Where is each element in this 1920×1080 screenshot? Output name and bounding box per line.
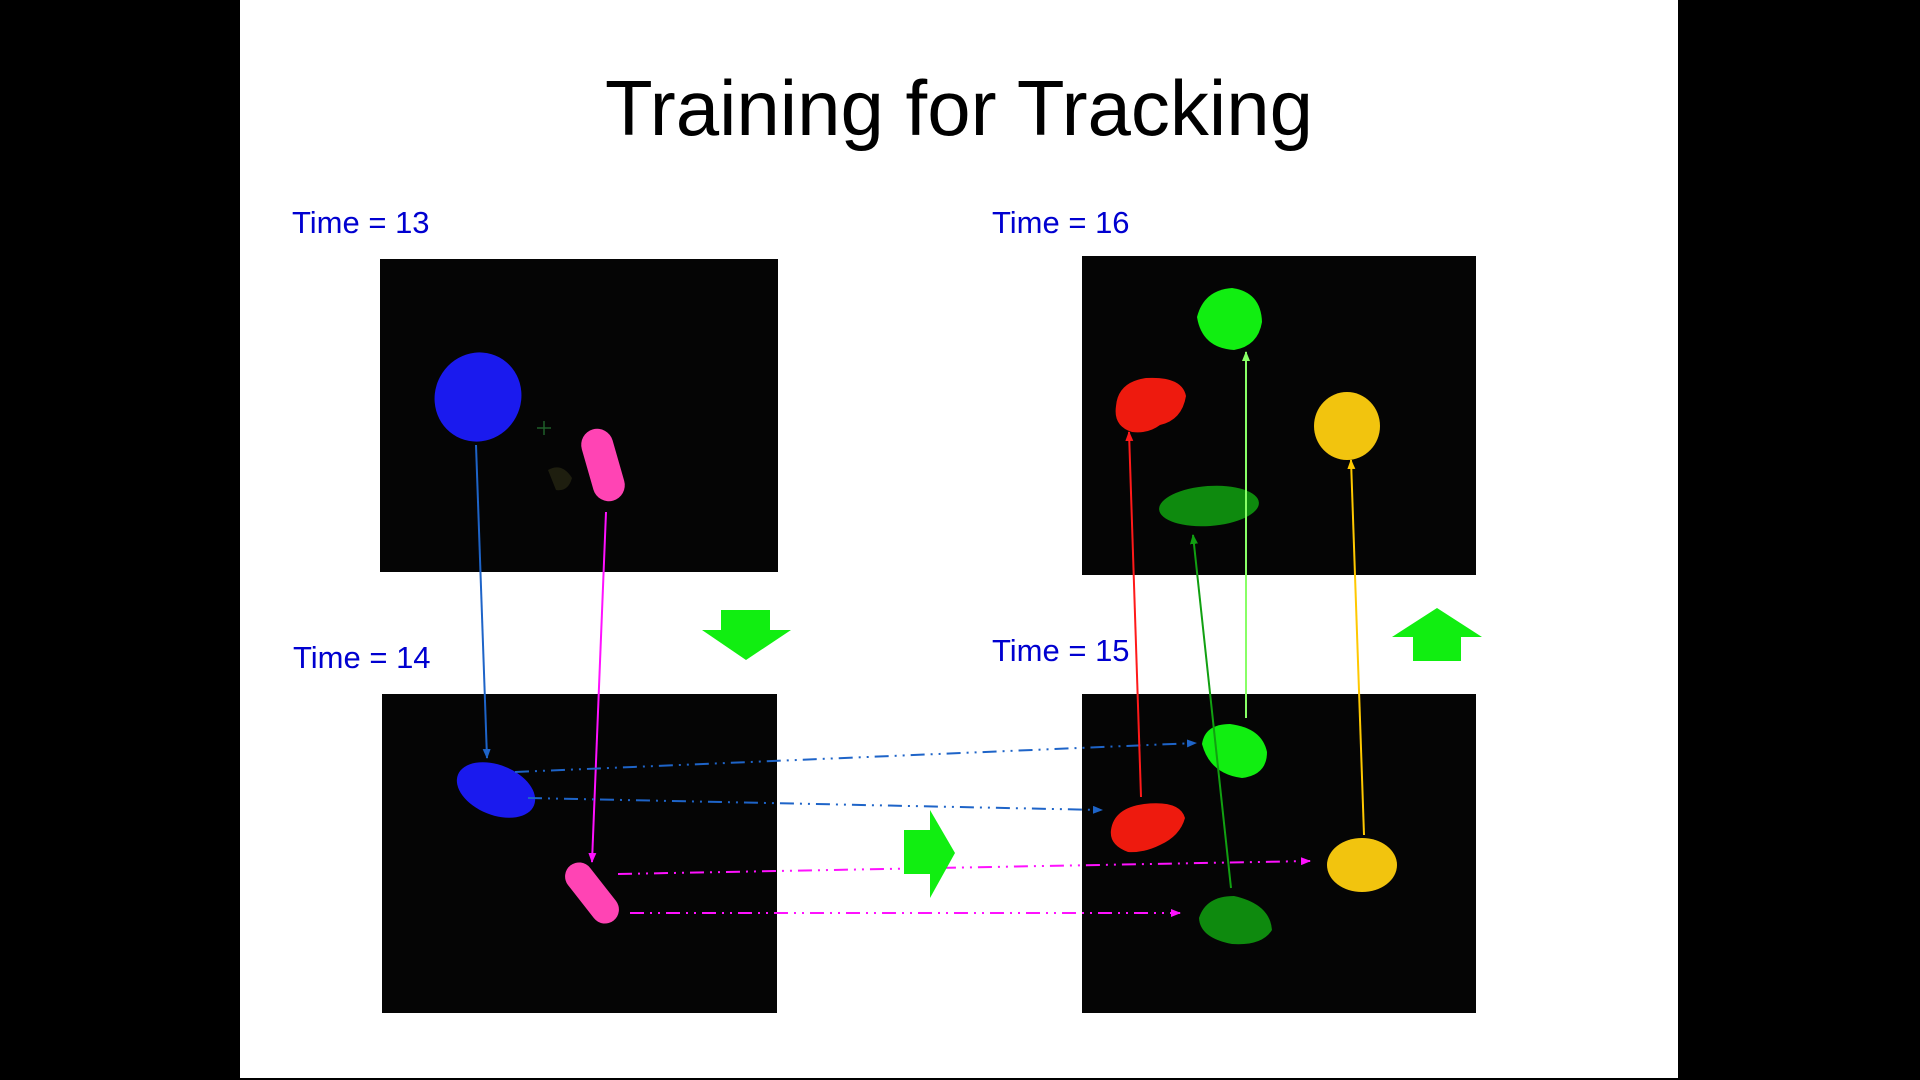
cell-green-t16 [1197,288,1262,350]
arrow-right-icon [904,810,955,898]
label-time-16: Time = 16 [992,205,1130,240]
cell-yellow-t15 [1327,838,1397,892]
cell-darkgreen-t15 [1199,896,1272,945]
track-red-15-16 [1125,431,1142,798]
assoc-blue-to-red [527,797,1103,814]
assoc-magenta-to-yellow [617,857,1311,875]
cell-yellow-t16 [1314,392,1380,460]
cell-blue-t13 [434,352,522,442]
cell-blue-t14 [456,762,536,818]
arrow-down-icon [702,610,791,660]
cell-magenta-t13 [581,428,625,502]
label-time-15: Time = 15 [992,633,1130,668]
faint-cell-t13 [548,467,572,491]
track-magenta-13-14 [588,511,607,863]
slide-title: Training for Tracking [604,64,1314,152]
track-darkgreen-15-16 [1189,534,1232,889]
track-blue-13-14 [475,444,491,759]
cell-darkgreen-t16 [1159,485,1259,527]
cell-red-t16 [1115,377,1186,433]
track-yellow-15-16 [1347,459,1365,836]
arrow-up-icon [1392,608,1482,661]
cell-magenta-t14 [565,862,619,924]
label-time-13: Time = 13 [292,205,430,240]
crosshair-icon [537,421,551,435]
frame-time-14 [382,694,777,1013]
assoc-blue-to-green [514,739,1197,773]
cell-red-t15 [1110,803,1185,853]
frame-time-15 [1082,694,1476,1013]
label-time-14: Time = 14 [293,640,431,675]
